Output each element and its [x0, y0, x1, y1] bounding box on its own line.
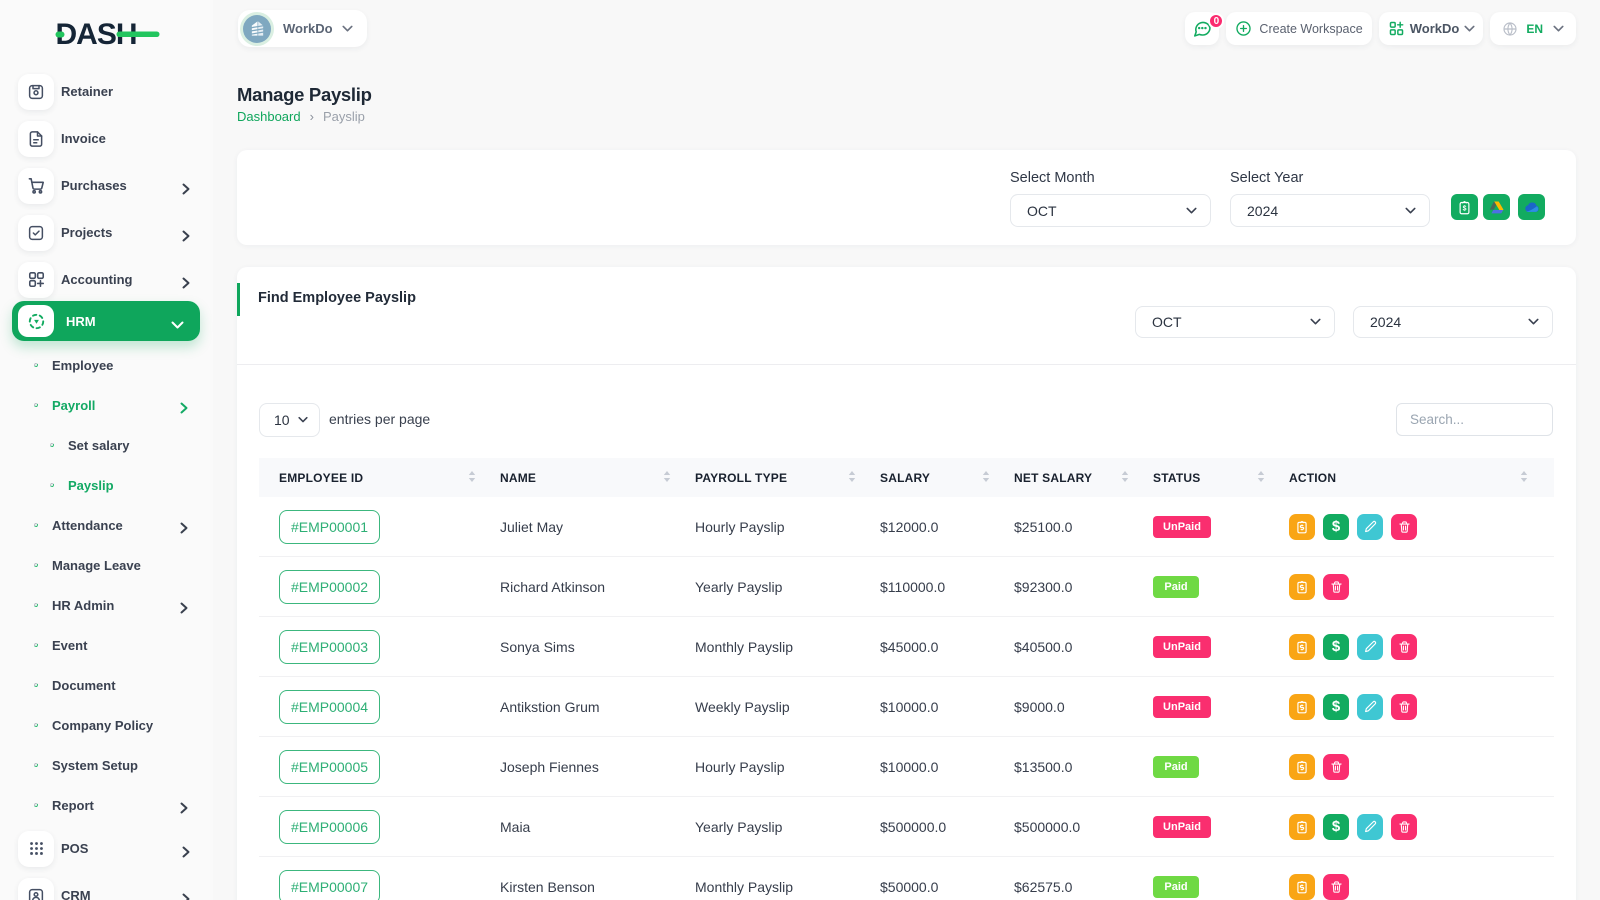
svg-text:$: $: [1463, 205, 1467, 212]
